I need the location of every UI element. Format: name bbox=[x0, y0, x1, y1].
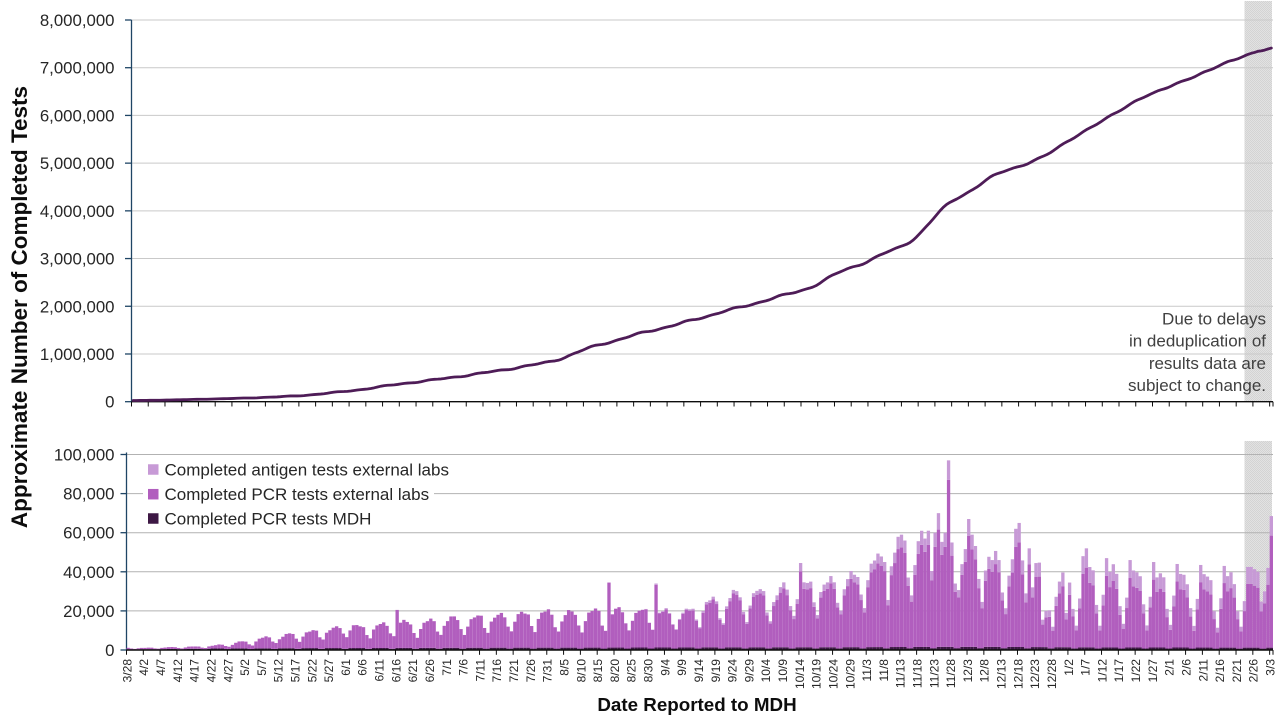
svg-text:2/11: 2/11 bbox=[1196, 659, 1210, 682]
svg-text:6/11: 6/11 bbox=[373, 659, 387, 682]
svg-text:2,000,000: 2,000,000 bbox=[40, 297, 115, 316]
svg-text:10/9: 10/9 bbox=[776, 659, 790, 683]
svg-text:40,000: 40,000 bbox=[63, 563, 114, 582]
svg-text:20,000: 20,000 bbox=[63, 602, 114, 621]
svg-text:4/17: 4/17 bbox=[188, 659, 202, 683]
svg-text:80,000: 80,000 bbox=[63, 485, 114, 504]
svg-text:4,000,000: 4,000,000 bbox=[40, 202, 115, 221]
svg-text:11/23: 11/23 bbox=[927, 659, 941, 688]
svg-text:0: 0 bbox=[105, 641, 114, 660]
svg-text:1/27: 1/27 bbox=[1146, 659, 1160, 683]
svg-text:12/28: 12/28 bbox=[1045, 659, 1059, 689]
svg-text:1/17: 1/17 bbox=[1112, 659, 1126, 683]
svg-text:12/13: 12/13 bbox=[995, 659, 1009, 689]
svg-text:2/21: 2/21 bbox=[1230, 659, 1244, 683]
svg-text:6/21: 6/21 bbox=[406, 659, 420, 683]
svg-text:Due to delays: Due to delays bbox=[1162, 310, 1266, 329]
svg-text:7,000,000: 7,000,000 bbox=[40, 59, 115, 78]
svg-text:5/22: 5/22 bbox=[305, 659, 319, 683]
svg-text:Completed PCR tests MDH: Completed PCR tests MDH bbox=[165, 510, 372, 529]
svg-text:10/14: 10/14 bbox=[793, 659, 807, 689]
svg-text:9/9: 9/9 bbox=[675, 659, 689, 676]
svg-text:6,000,000: 6,000,000 bbox=[40, 106, 115, 125]
svg-text:1/7: 1/7 bbox=[1079, 659, 1093, 676]
svg-text:8/30: 8/30 bbox=[642, 659, 656, 683]
svg-text:8/15: 8/15 bbox=[591, 659, 605, 683]
svg-text:Completed PCR tests external l: Completed PCR tests external labs bbox=[165, 485, 430, 504]
svg-text:5/27: 5/27 bbox=[322, 659, 336, 683]
svg-text:9/4: 9/4 bbox=[658, 659, 672, 676]
svg-text:4/22: 4/22 bbox=[204, 659, 218, 683]
svg-text:60,000: 60,000 bbox=[63, 524, 114, 543]
svg-text:8,000,000: 8,000,000 bbox=[40, 11, 115, 30]
svg-text:11/13: 11/13 bbox=[894, 659, 908, 688]
svg-text:12/3: 12/3 bbox=[961, 659, 975, 683]
svg-text:8/25: 8/25 bbox=[625, 659, 639, 683]
svg-text:4/12: 4/12 bbox=[171, 659, 185, 683]
svg-text:4/27: 4/27 bbox=[221, 659, 235, 683]
svg-text:6/16: 6/16 bbox=[389, 659, 403, 683]
svg-text:9/29: 9/29 bbox=[742, 659, 756, 683]
svg-text:100,000: 100,000 bbox=[54, 446, 115, 465]
svg-text:3/28: 3/28 bbox=[120, 659, 134, 683]
svg-text:2/1: 2/1 bbox=[1163, 659, 1177, 676]
svg-text:6/6: 6/6 bbox=[356, 659, 370, 676]
svg-text:11/8: 11/8 bbox=[877, 659, 891, 682]
svg-text:7/11: 7/11 bbox=[473, 659, 487, 682]
svg-text:3/3: 3/3 bbox=[1264, 659, 1278, 676]
svg-text:11/3: 11/3 bbox=[860, 659, 874, 682]
svg-text:2/6: 2/6 bbox=[1179, 659, 1193, 676]
svg-text:5/2: 5/2 bbox=[238, 659, 252, 676]
svg-text:4/7: 4/7 bbox=[154, 659, 168, 676]
svg-text:7/16: 7/16 bbox=[490, 659, 504, 683]
svg-text:2/16: 2/16 bbox=[1213, 659, 1227, 683]
svg-text:4/2: 4/2 bbox=[137, 659, 151, 676]
svg-text:12/23: 12/23 bbox=[1028, 659, 1042, 689]
svg-text:12/8: 12/8 bbox=[978, 659, 992, 683]
svg-text:3,000,000: 3,000,000 bbox=[40, 250, 115, 269]
svg-text:9/14: 9/14 bbox=[692, 659, 706, 683]
svg-text:in deduplication of: in deduplication of bbox=[1129, 332, 1266, 351]
svg-text:11/18: 11/18 bbox=[910, 659, 924, 688]
svg-text:2/26: 2/26 bbox=[1247, 659, 1261, 683]
svg-text:10/24: 10/24 bbox=[826, 659, 840, 689]
svg-text:10/19: 10/19 bbox=[810, 659, 824, 689]
svg-text:7/26: 7/26 bbox=[524, 659, 538, 683]
svg-text:0: 0 bbox=[105, 393, 114, 412]
svg-text:7/6: 7/6 bbox=[457, 659, 471, 676]
svg-text:5/12: 5/12 bbox=[272, 659, 286, 683]
svg-text:10/4: 10/4 bbox=[759, 659, 773, 683]
svg-text:Completed antigen tests extern: Completed antigen tests external labs bbox=[165, 461, 449, 480]
svg-text:5/17: 5/17 bbox=[288, 659, 302, 683]
svg-text:5/7: 5/7 bbox=[255, 659, 269, 676]
svg-text:5,000,000: 5,000,000 bbox=[40, 154, 115, 173]
svg-text:subject to change.: subject to change. bbox=[1128, 376, 1266, 395]
svg-text:7/21: 7/21 bbox=[507, 659, 521, 683]
svg-text:1/22: 1/22 bbox=[1129, 659, 1143, 683]
svg-text:11/28: 11/28 bbox=[944, 659, 958, 688]
svg-text:Date Reported to MDH: Date Reported to MDH bbox=[597, 694, 796, 715]
svg-text:8/10: 8/10 bbox=[574, 659, 588, 683]
svg-text:results data are: results data are bbox=[1149, 354, 1266, 373]
svg-text:9/24: 9/24 bbox=[726, 659, 740, 683]
svg-text:1/12: 1/12 bbox=[1095, 659, 1109, 683]
svg-text:Approximate Number of Complete: Approximate Number of Completed Tests bbox=[7, 86, 32, 528]
svg-text:12/18: 12/18 bbox=[1011, 659, 1025, 689]
svg-text:7/1: 7/1 bbox=[440, 659, 454, 676]
svg-text:8/20: 8/20 bbox=[608, 659, 622, 683]
svg-text:8/5: 8/5 bbox=[557, 659, 571, 676]
svg-text:6/26: 6/26 bbox=[423, 659, 437, 683]
svg-text:1,000,000: 1,000,000 bbox=[40, 345, 115, 364]
svg-text:7/31: 7/31 bbox=[541, 659, 555, 683]
svg-text:9/19: 9/19 bbox=[709, 659, 723, 683]
svg-text:6/1: 6/1 bbox=[339, 659, 353, 676]
svg-text:10/29: 10/29 bbox=[843, 659, 857, 689]
svg-text:1/2: 1/2 bbox=[1062, 659, 1076, 676]
